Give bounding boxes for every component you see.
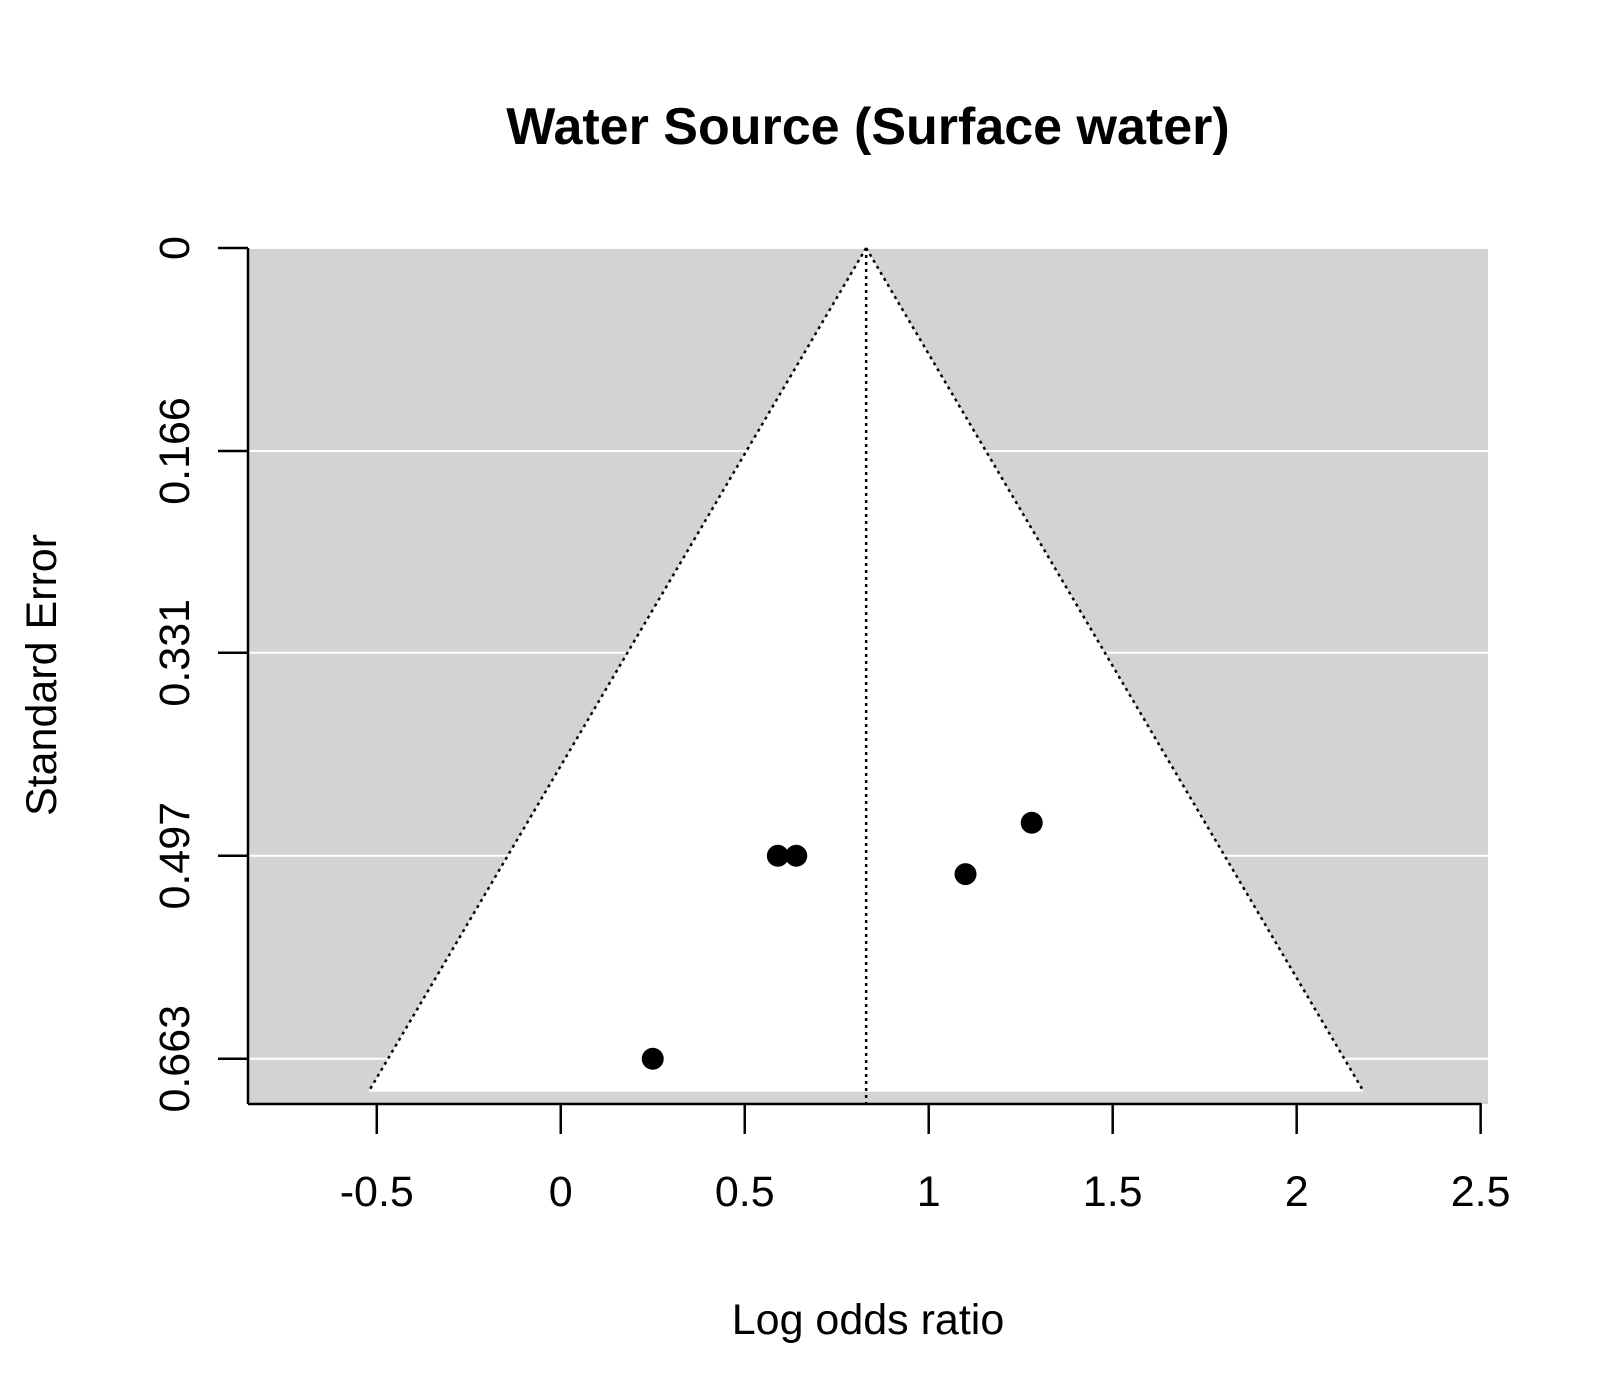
x-tick-label-6: 2.5 (1451, 1168, 1511, 1216)
data-point-4 (1020, 811, 1043, 834)
axes: -0.5 0 0.5 1 1.5 2 2.5 0 0.166 0.331 0.497 0.663 (151, 236, 1511, 1216)
y-tick-label-1: 0.166 (151, 397, 199, 505)
x-tick-label-5: 2 (1285, 1168, 1309, 1216)
y-tick-label-4: 0.663 (151, 1005, 199, 1113)
y-tick-label-0: 0 (151, 236, 199, 260)
data-point-2 (785, 844, 808, 867)
funnel-boundaries (367, 247, 1365, 1104)
data-point-3 (954, 863, 977, 886)
x-tick-label-3: 1 (917, 1168, 941, 1216)
x-tick-label-4: 1.5 (1083, 1168, 1143, 1216)
chart-title: Water Source (Surface water) (506, 98, 1229, 156)
x-axis-title: Log odds ratio (732, 1296, 1005, 1344)
funnel-left-boundary (367, 247, 868, 1093)
data-point-1 (766, 844, 789, 867)
x-tick-label-1: 0 (549, 1168, 573, 1216)
x-tick-label-2: 0.5 (715, 1168, 775, 1216)
funnel-right-boundary (865, 247, 1365, 1093)
y-axis-title: Standard Error (18, 534, 66, 816)
x-tick-label-0: -0.5 (340, 1168, 414, 1216)
data-point-0 (641, 1047, 664, 1070)
y-tick-label-3: 0.497 (151, 802, 199, 910)
y-tick-label-2: 0.331 (151, 599, 199, 707)
data-points (641, 811, 1043, 1070)
